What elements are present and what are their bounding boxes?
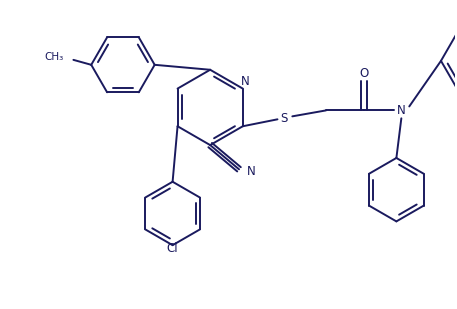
Text: N: N [240,75,249,88]
Text: S: S [281,112,288,125]
Text: N: N [397,104,406,117]
Text: Cl: Cl [167,242,178,255]
Text: O: O [359,67,368,80]
Text: CH₃: CH₃ [44,52,64,62]
Text: N: N [247,165,256,178]
